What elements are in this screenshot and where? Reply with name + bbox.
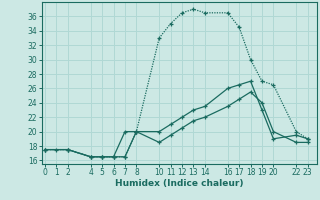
X-axis label: Humidex (Indice chaleur): Humidex (Indice chaleur) bbox=[115, 179, 244, 188]
